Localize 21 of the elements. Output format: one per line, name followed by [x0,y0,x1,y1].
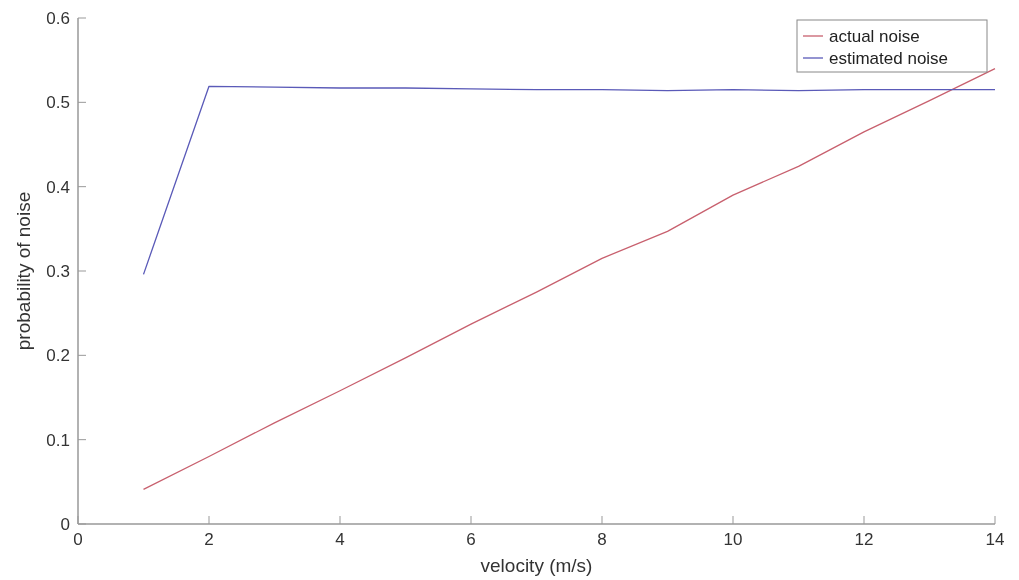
line-series [142,67,996,491]
legend-label: actual noise [829,27,920,46]
x-tick-label: 0 [73,530,83,549]
x-axis-title: velocity (m/s) [480,555,593,576]
x-tick-label: 12 [854,530,874,549]
y-tick-label: 0.5 [46,93,70,113]
x-tick-label: 2 [204,530,214,549]
y-tick-label: 0.6 [46,9,70,28]
x-tick-label: 6 [466,530,476,549]
x-tick-label: 4 [335,530,345,549]
y-axis-title: probability of noise [13,191,34,351]
y-tick-label: 0.3 [46,262,70,281]
y-tick-label: 0.2 [46,346,70,366]
line-series [142,85,996,276]
x-tick-label: 14 [985,530,1005,549]
legend-label: estimated noise [829,49,949,68]
x-tick-label: 10 [723,530,743,549]
y-tick-label: 0 [60,515,70,534]
y-tick-label: 0.4 [46,177,70,197]
y-tick-label: 0.1 [46,430,70,450]
x-tick-label: 8 [597,530,607,549]
